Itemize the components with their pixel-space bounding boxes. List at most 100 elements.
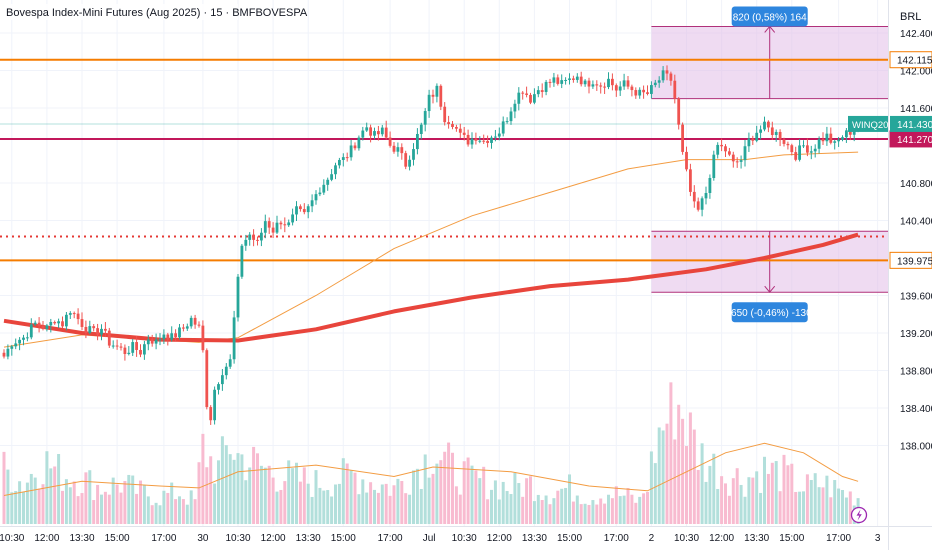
- candle-body: [29, 324, 33, 338]
- price-tick-label: 138.800: [900, 367, 932, 378]
- volume-bar: [419, 488, 423, 524]
- candle-body: [302, 209, 306, 213]
- volume-bar: [443, 451, 447, 524]
- volume-bar: [170, 482, 174, 524]
- candle-body: [263, 221, 267, 233]
- candle-body: [291, 214, 294, 223]
- candle-body: [10, 346, 14, 349]
- replay-button[interactable]: [850, 506, 868, 524]
- volume-bar: [439, 460, 443, 524]
- candle-body: [778, 131, 782, 140]
- volume-bar: [213, 483, 217, 524]
- candle-body: [252, 234, 255, 240]
- candle-body: [763, 121, 766, 130]
- volume-bar: [595, 504, 599, 524]
- candle-body: [447, 122, 450, 125]
- candle-body: [267, 221, 271, 228]
- volume-bar: [786, 465, 790, 524]
- volume-bar: [747, 477, 751, 524]
- volume-bar: [107, 494, 111, 524]
- measure-label: 820 (0,58%) 164: [733, 12, 807, 23]
- volume-bar: [454, 486, 458, 524]
- measure-label: -650 (-0,46%) -130: [728, 308, 812, 319]
- price-tick-label: 142.400: [900, 29, 932, 40]
- candle-body: [572, 78, 575, 80]
- header-backdrop: [2, 4, 238, 20]
- time-tick-label: 13:30: [296, 533, 321, 544]
- time-tick-label: 17:00: [151, 533, 176, 544]
- currency-label[interactable]: BRL: [900, 11, 921, 23]
- candle-body: [318, 192, 322, 195]
- candle-body: [716, 144, 720, 155]
- volume-bar: [384, 483, 388, 524]
- volume-bar: [111, 477, 115, 524]
- candle-body: [774, 131, 778, 136]
- candle-body: [622, 80, 626, 87]
- candle-body: [115, 345, 119, 347]
- candle-body: [373, 131, 376, 136]
- volume-bar: [560, 488, 564, 524]
- time-tick-label: 13:30: [744, 533, 769, 544]
- time-tick-label: 3: [875, 533, 881, 544]
- candle-body: [345, 157, 349, 159]
- volume-bar: [763, 456, 766, 524]
- candle-body: [833, 141, 837, 143]
- candle-body: [720, 144, 723, 147]
- volume-bar: [396, 478, 400, 524]
- volume-bar: [813, 473, 817, 524]
- time-tick-label: 15:00: [779, 533, 804, 544]
- candle-body: [14, 343, 18, 347]
- candle-body: [603, 86, 606, 88]
- candle-body: [419, 124, 423, 134]
- time-tick-label: 12:00: [34, 533, 59, 544]
- candle-body: [178, 327, 181, 338]
- volume-bar: [240, 454, 244, 524]
- candle-body: [84, 326, 88, 333]
- volume-bar: [22, 491, 25, 524]
- volume-bar: [330, 496, 334, 524]
- candle-body: [22, 337, 25, 340]
- candle-body: [96, 328, 99, 335]
- chart-header: Bovespa Index-Mini Futures (Aug 2025) · …: [2, 4, 308, 20]
- candle-body: [388, 137, 392, 146]
- volume-bar: [642, 493, 646, 524]
- candle-body: [790, 145, 794, 153]
- volume-bar: [287, 460, 291, 524]
- candle-body: [634, 90, 638, 96]
- volume-bar: [743, 496, 747, 524]
- volume-bar: [731, 478, 735, 524]
- volume-bar: [700, 443, 704, 524]
- volume-bar: [751, 477, 755, 524]
- volume-bar: [306, 483, 310, 524]
- time-tick-label: 10:30: [452, 533, 477, 544]
- candle-body: [595, 84, 599, 86]
- candle-body: [825, 133, 829, 142]
- candle-body: [260, 232, 263, 241]
- candle-body: [505, 121, 509, 123]
- volume-bar: [462, 461, 466, 524]
- candle-body: [119, 346, 123, 348]
- candle-body: [72, 313, 76, 315]
- volume-layer: [2, 382, 860, 524]
- candle-body: [6, 348, 10, 357]
- candle-body: [369, 127, 372, 136]
- candle-body: [552, 77, 556, 83]
- volume-bar: [64, 479, 68, 524]
- price-tick-label: 140.400: [900, 217, 932, 228]
- volume-bar: [201, 433, 205, 524]
- price-tick-label: 139.200: [900, 329, 932, 340]
- candle-body: [583, 80, 587, 85]
- volume-bar: [427, 477, 431, 524]
- volume-bar: [392, 485, 396, 524]
- time-tick-label: 10:30: [0, 533, 25, 544]
- symbol-title[interactable]: Bovespa Index-Mini Futures (Aug 2025) · …: [6, 7, 308, 19]
- symbol-tag-label: WINQ2025: [852, 120, 899, 131]
- time-tick-label: Jul: [423, 533, 436, 544]
- volume-bar: [525, 478, 529, 524]
- candle-body: [205, 350, 209, 408]
- volume-bar: [14, 491, 18, 524]
- volume-bar: [735, 468, 739, 524]
- candle-body: [213, 389, 216, 421]
